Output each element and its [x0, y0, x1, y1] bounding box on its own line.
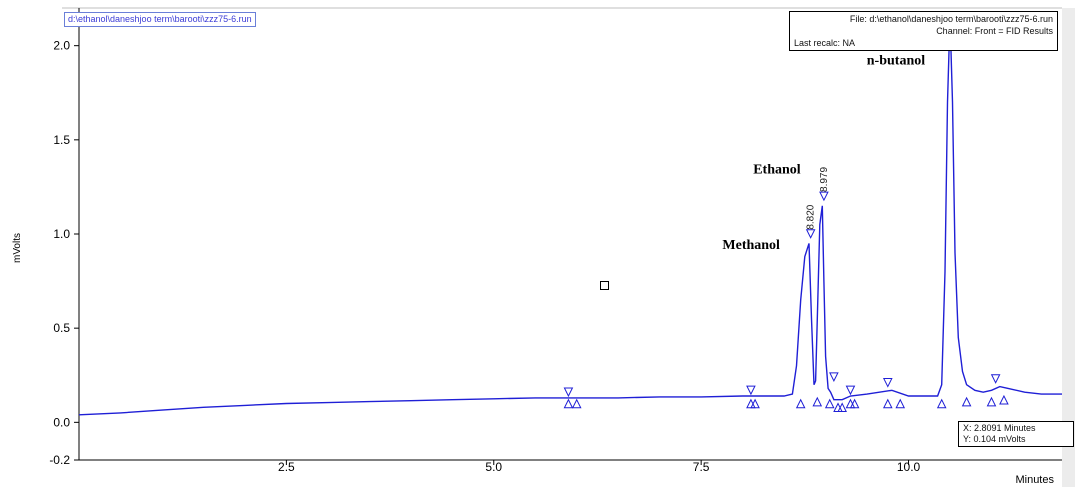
- compound-label: Ethanol: [753, 163, 801, 178]
- x-tick-label: 2.5: [278, 460, 295, 474]
- event-marker-up: [563, 398, 574, 409]
- peak-event-markers: [563, 191, 1009, 412]
- x-tick-label: 10.0: [897, 460, 921, 474]
- event-marker-up: [999, 394, 1009, 405]
- y-tick-label: 2.0: [53, 39, 70, 53]
- event-marker-down: [882, 378, 893, 388]
- y-tick-label: 1.0: [53, 227, 70, 241]
- event-marker-up: [849, 398, 860, 409]
- event-marker-up: [795, 398, 806, 409]
- run-file-line: File: d:\ethanol\daneshjoo term\barooti\…: [849, 14, 1053, 24]
- compound-annotations: Methanol Ethanol n-butanol: [722, 54, 925, 254]
- scrollbar-strip[interactable]: [1062, 8, 1075, 487]
- y-tick-label: 0.0: [53, 415, 70, 429]
- event-marker-down: [990, 374, 1001, 384]
- y-tick-label: 1.5: [53, 133, 70, 147]
- cursor-y-readout: Y: 0.104 mVolts: [963, 434, 1026, 444]
- event-marker-up: [750, 398, 760, 409]
- peak-time-label: 8.979: [819, 167, 830, 192]
- file-path-tag: d:\ethanol\daneshjoo term\barooti\zzz75-…: [64, 12, 256, 27]
- cursor-readout-box: X: 2.8091 Minutes Y: 0.104 mVolts: [958, 421, 1074, 447]
- event-marker-down: [563, 387, 574, 398]
- run-recalc-line: Last recalc: NA: [794, 38, 856, 48]
- peak-retention-labels: 8.820 8.979: [806, 167, 830, 230]
- event-marker-up: [824, 398, 835, 409]
- event-marker-up: [895, 398, 906, 409]
- event-marker-down: [746, 385, 756, 396]
- x-tick-label: 7.5: [693, 460, 710, 474]
- x-tick-label: 5.0: [485, 460, 502, 474]
- compound-label: Methanol: [722, 238, 780, 253]
- run-info-box: File: d:\ethanol\daneshjoo term\barooti\…: [789, 11, 1058, 51]
- y-tick-label: -0.2: [49, 453, 70, 467]
- y-axis-ticks: -0.2 0.0 0.5 1.0 1.5 2.0: [49, 39, 79, 467]
- cursor-marker-square[interactable]: [600, 281, 609, 290]
- y-tick-label: 0.5: [53, 321, 70, 335]
- event-marker-up: [936, 398, 947, 409]
- x-axis-ticks: 2.5 5.0 7.5 10.0: [278, 460, 921, 474]
- peak-time-label: 8.820: [806, 204, 817, 229]
- event-marker-up: [812, 396, 823, 407]
- compound-label: n-butanol: [867, 54, 925, 69]
- cursor-x-readout: X: 2.8091 Minutes: [963, 423, 1036, 433]
- run-channel-line: Channel: Front = FID Results: [936, 26, 1053, 36]
- event-marker-up: [986, 396, 997, 407]
- event-marker-down: [845, 385, 856, 396]
- event-marker-up: [961, 396, 972, 407]
- event-marker-down: [805, 229, 816, 239]
- y-axis-label: mVolts: [12, 233, 23, 263]
- event-marker-up: [882, 398, 893, 409]
- event-marker-up: [571, 398, 582, 409]
- event-marker-up: [837, 402, 847, 412]
- event-marker-down: [829, 372, 839, 383]
- x-axis-label: Minutes: [1015, 474, 1054, 486]
- event-marker-down: [819, 191, 829, 202]
- signal-trace-line: [78, 17, 1062, 416]
